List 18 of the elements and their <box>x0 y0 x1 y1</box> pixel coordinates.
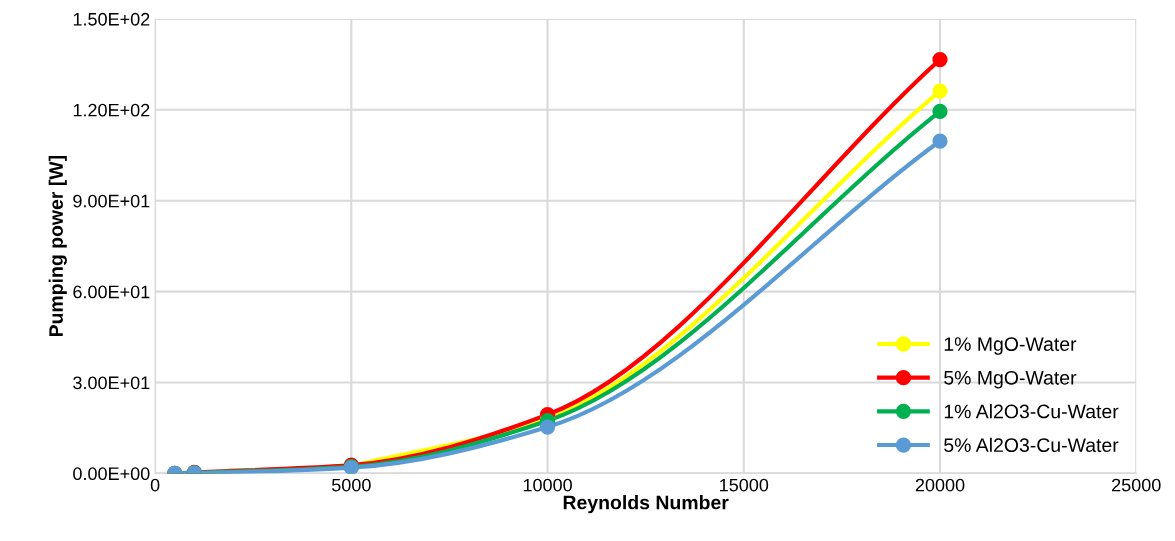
x-axis-title: Reynolds Number <box>563 495 729 514</box>
x-tick-label: 15000 <box>720 478 769 492</box>
x-tick-label: 25000 <box>1112 478 1161 492</box>
y-tick-label: 0.00E+00 <box>73 467 150 481</box>
y-tick-label: 1.50E+02 <box>73 12 150 26</box>
y-axis-title: Pumping power [W] <box>48 155 67 337</box>
x-tick-label: 20000 <box>915 478 965 492</box>
legend-label: 1% MgO-Water <box>944 337 1077 355</box>
y-tick-label: 6.00E+01 <box>73 285 150 299</box>
y-tick-label: 3.00E+01 <box>73 376 150 390</box>
y-tick-label: 1.20E+02 <box>73 103 150 117</box>
x-tick-label: 5000 <box>331 478 371 492</box>
legend-label: 1% Al2O3-Cu-Water <box>944 404 1119 419</box>
legend-label: 5% Al2O3-Cu-Water <box>944 437 1119 453</box>
x-tick-label: 10000 <box>523 478 572 492</box>
legend-label: 5% MgO-Water <box>944 370 1077 389</box>
y-tick-label: 9.00E+01 <box>73 194 150 208</box>
x-tick-label: 0 <box>150 478 160 492</box>
